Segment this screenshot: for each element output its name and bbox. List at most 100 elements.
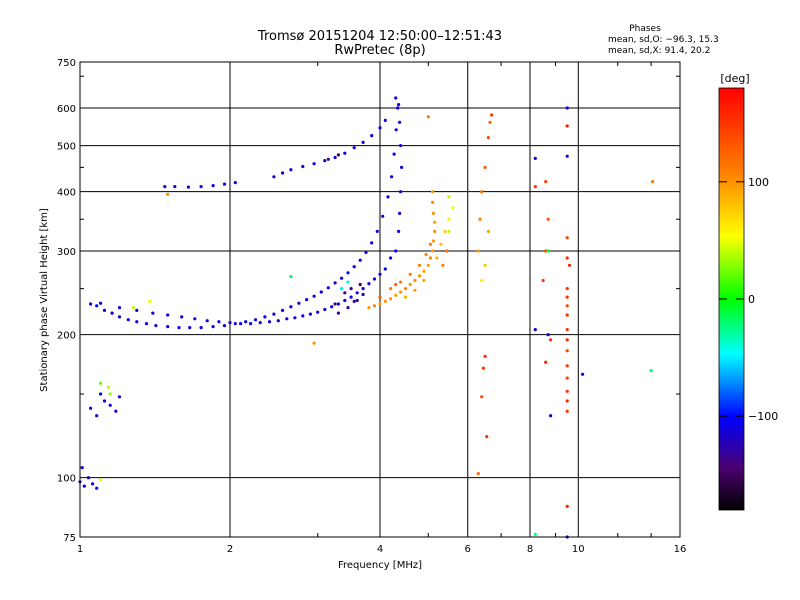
data-point [358, 282, 362, 287]
data-point [378, 126, 382, 130]
data-point [343, 151, 347, 155]
data-point [408, 282, 412, 287]
data-point [297, 301, 301, 305]
data-point [131, 306, 135, 310]
data-point [565, 256, 569, 260]
data-point [253, 318, 258, 322]
data-point [355, 298, 359, 303]
colorbar-tick-label: −100 [748, 410, 778, 423]
data-point [312, 162, 316, 166]
data-point [533, 328, 537, 332]
x-tick-label: 4 [377, 544, 383, 555]
data-point [433, 220, 437, 224]
data-point [476, 249, 480, 253]
data-point [352, 146, 356, 150]
data-point [565, 236, 569, 240]
data-point [114, 409, 118, 413]
data-point [480, 190, 484, 194]
data-point [403, 295, 408, 299]
data-point [478, 217, 482, 221]
data-point [336, 302, 340, 306]
data-point [422, 269, 426, 273]
data-point [544, 180, 548, 184]
data-point [394, 293, 398, 297]
x-tick-label: 8 [527, 544, 533, 555]
data-point [364, 250, 368, 254]
data-point [392, 152, 396, 156]
data-point [546, 217, 550, 221]
data-point [117, 395, 122, 399]
data-point [443, 229, 447, 233]
data-point [389, 287, 393, 291]
data-point [481, 366, 485, 370]
data-point [431, 239, 435, 243]
data-point [323, 159, 327, 163]
data-point [565, 399, 569, 403]
data-point [166, 325, 170, 329]
data-point [188, 326, 192, 330]
data-point [228, 321, 232, 325]
data-point [370, 241, 374, 245]
data-point [305, 298, 309, 302]
data-point [239, 322, 243, 326]
data-point [451, 206, 455, 210]
data-point [396, 106, 400, 110]
data-point [431, 190, 435, 194]
data-point [480, 278, 484, 283]
data-point [565, 106, 569, 110]
data-point [281, 308, 285, 312]
data-point [398, 211, 402, 215]
data-point [431, 211, 435, 215]
data-point [549, 338, 553, 342]
data-point [126, 318, 130, 322]
data-point [276, 319, 280, 323]
x-tick-label: 16 [674, 544, 687, 555]
data-point [330, 305, 334, 309]
data-point [447, 229, 451, 233]
data-point [272, 175, 276, 179]
colorbar-label: [deg] [720, 72, 749, 85]
data-point [249, 322, 253, 326]
data-point [567, 263, 572, 267]
y-tick-label: 750 [57, 58, 76, 69]
y-tick-label: 300 [57, 247, 76, 258]
data-point [565, 328, 569, 332]
data-point [426, 263, 430, 267]
data-point [95, 486, 99, 490]
data-point [154, 324, 158, 328]
x-axis-ticks: 1 2 4 6 8 10 16 [77, 544, 687, 555]
grid [80, 62, 680, 537]
data-point [433, 229, 437, 233]
colorbar-tick-label: 100 [748, 176, 769, 189]
data-point [267, 320, 272, 324]
data-point [483, 354, 487, 358]
colorbar: [deg] 100 0 −100 [718, 72, 778, 511]
data-point [565, 287, 569, 291]
phases-line-o: mean, sd,O: −96.3, 15.3 [608, 35, 719, 45]
data-point [244, 320, 248, 324]
y-tick-label: 75 [63, 533, 76, 544]
data-point [546, 249, 550, 253]
data-point [367, 282, 371, 286]
data-point [483, 263, 487, 267]
data-point [565, 295, 569, 299]
data-point [445, 249, 449, 253]
data-point [110, 311, 114, 315]
data-point [293, 316, 297, 320]
data-point [486, 136, 490, 140]
chart-subtitle: RwPretec (8p) [334, 43, 425, 58]
data-point [544, 360, 548, 364]
data-point [565, 338, 569, 342]
data-point [565, 349, 569, 353]
data-point [565, 409, 569, 413]
data-point [289, 305, 293, 309]
y-tick-label: 100 [57, 474, 76, 485]
data-point [358, 258, 362, 262]
phases-line-x: mean, sd,X: 91.4, 20.2 [608, 46, 710, 56]
data-point [651, 180, 655, 184]
data-point [399, 280, 403, 284]
data-point [565, 364, 569, 368]
data-point [378, 302, 382, 306]
y-axis-label: Stationary phase Virtual Height [km] [39, 208, 50, 392]
data-point [394, 249, 398, 253]
